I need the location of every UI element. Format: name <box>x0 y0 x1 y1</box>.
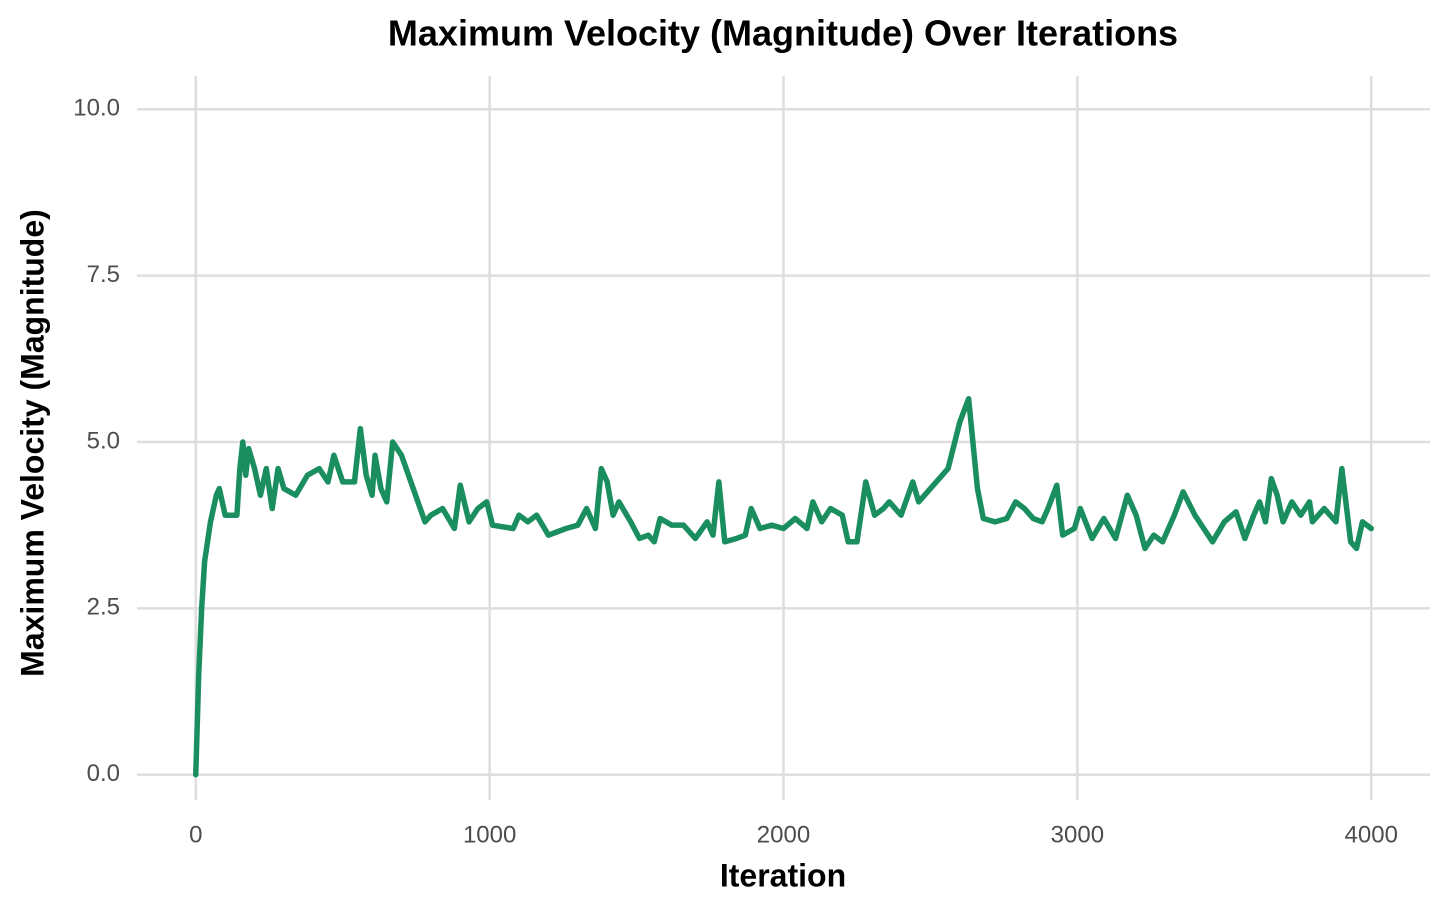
x-tick-label: 1000 <box>463 821 516 848</box>
y-tick-label: 0.0 <box>87 760 120 787</box>
x-tick-label: 2000 <box>757 821 810 848</box>
chart-title: Maximum Velocity (Magnitude) Over Iterat… <box>388 13 1178 54</box>
x-tick-label: 0 <box>189 821 202 848</box>
x-axis-title: Iteration <box>720 857 846 893</box>
data-line <box>193 395 1374 778</box>
y-axis-title: Maximum Velocity (Magnitude) <box>14 209 50 677</box>
y-tick-label: 7.5 <box>87 261 120 288</box>
y-tick-label: 10.0 <box>73 95 120 122</box>
y-tick-label: 2.5 <box>87 594 120 621</box>
x-tick-label: 3000 <box>1051 821 1104 848</box>
y-tick-label: 5.0 <box>87 427 120 454</box>
x-tick-label: 4000 <box>1345 821 1398 848</box>
